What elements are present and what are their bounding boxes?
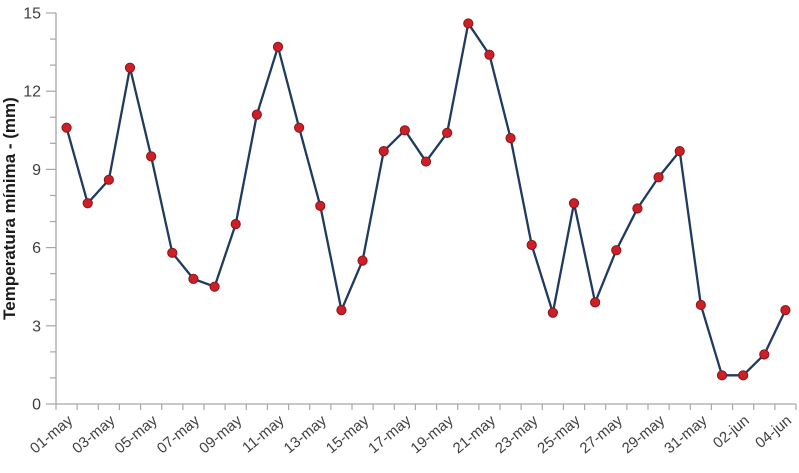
- data-point: [526, 239, 537, 251]
- data-point: [294, 122, 305, 133]
- x-tick-label: 23-may: [492, 412, 542, 457]
- data-point: [780, 305, 791, 316]
- x-tick-label: 19-may: [407, 412, 457, 457]
- x-tick-label: 11-may: [239, 412, 288, 457]
- x-tick-label: 13-may: [281, 412, 331, 457]
- x-tick-label: 17-may: [365, 412, 415, 457]
- data-point: [399, 125, 410, 136]
- x-tick-label: 02-jun: [710, 412, 753, 452]
- data-point: [420, 156, 432, 167]
- data-point: [505, 133, 516, 144]
- data-point: [61, 122, 72, 133]
- data-point: [695, 299, 706, 311]
- x-tick-label: 04-jun: [752, 412, 795, 452]
- data-point: [442, 127, 453, 139]
- x-tick-label: 15-may: [323, 412, 373, 457]
- data-point: [611, 245, 622, 256]
- x-tick-label: 25-may: [534, 412, 584, 457]
- x-tick-label: 29-may: [619, 412, 669, 457]
- x-tick-label: 27-may: [577, 412, 627, 457]
- data-point: [188, 273, 199, 284]
- data-point: [463, 18, 474, 29]
- data-point: [82, 198, 93, 209]
- data-point: [167, 247, 178, 258]
- data-point: [230, 219, 241, 230]
- data-point: [738, 370, 749, 381]
- data-point: [209, 281, 220, 292]
- data-point: [674, 146, 685, 157]
- data-point: [103, 174, 114, 185]
- data-point: [484, 49, 495, 60]
- y-tick-label: 9: [32, 162, 41, 179]
- data-point: [568, 198, 580, 209]
- data-point: [547, 307, 558, 318]
- y-tick-label: 15: [23, 6, 41, 23]
- data-point: [378, 146, 389, 157]
- data-point: [759, 349, 770, 360]
- data-point: [146, 151, 157, 162]
- x-tick-label: 21-may: [450, 412, 500, 457]
- data-point: [590, 297, 601, 308]
- y-tick-label: 6: [32, 240, 41, 257]
- data-point: [272, 41, 284, 52]
- x-tick-label: 01-may: [27, 412, 77, 457]
- data-point: [124, 62, 136, 73]
- data-point: [251, 109, 262, 120]
- x-tick-label: 09-may: [196, 412, 246, 457]
- data-point: [315, 200, 326, 211]
- x-tick-label: 05-may: [111, 412, 161, 457]
- y-tick-label: 0: [32, 397, 41, 414]
- x-tick-label: 31-may: [661, 412, 711, 457]
- series-line: [65, 22, 787, 377]
- x-tick-label: 03-may: [69, 412, 119, 457]
- y-tick-label: 12: [23, 84, 41, 101]
- y-tick-label: 3: [32, 318, 41, 335]
- y-axis-title: Temperatura mínima - (mm): [0, 97, 19, 320]
- data-point: [716, 370, 728, 381]
- data-point: [336, 305, 347, 316]
- data-point: [632, 203, 643, 214]
- data-point: [357, 255, 368, 266]
- x-tick-label: 07-may: [154, 412, 204, 457]
- data-point: [653, 172, 664, 183]
